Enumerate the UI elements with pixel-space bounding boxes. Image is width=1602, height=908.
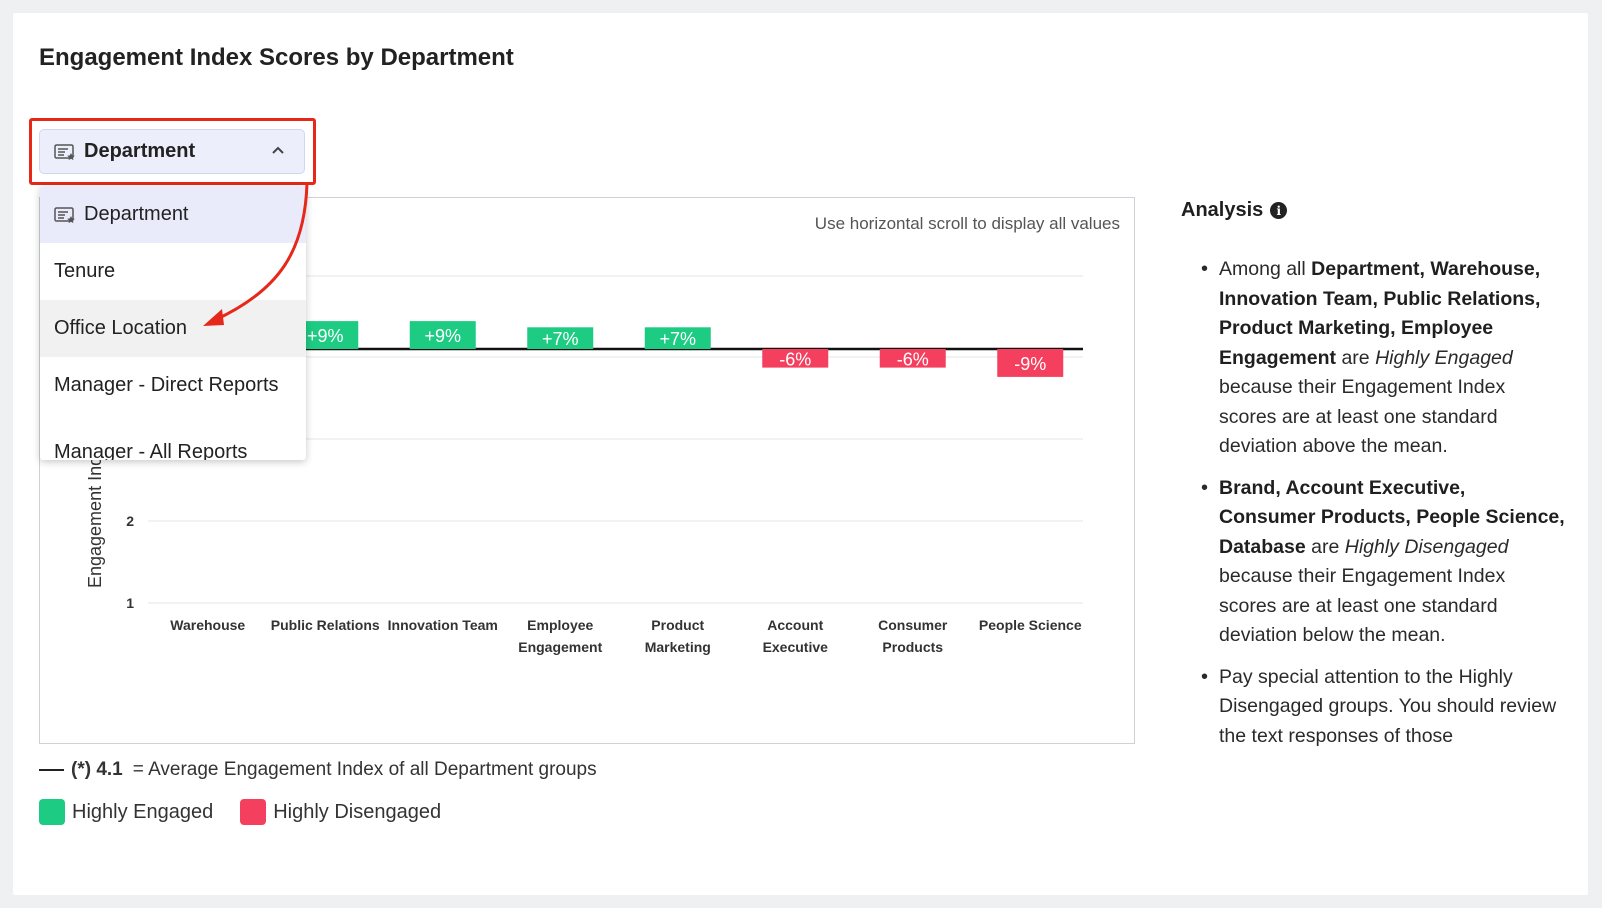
menu-item-label: Office Location [54, 317, 188, 339]
legend-label: Highly Engaged [72, 800, 214, 823]
bullet-text: Among all [1219, 258, 1312, 280]
bar-delta-label: -6% [897, 349, 929, 369]
x-tick-label: Products [882, 639, 943, 655]
average-text: = Average Engagement Index of all Depart… [132, 759, 597, 780]
disengaged-swatch [240, 799, 267, 825]
dimension-dropdown[interactable]: Department [39, 129, 305, 174]
engaged-bar [409, 321, 476, 349]
average-line-icon [39, 769, 64, 771]
analysis-bullet-attention: Pay special attention to the Highly Dise… [1181, 663, 1566, 752]
disengaged-bar [879, 349, 946, 368]
analysis-list: Among all Department, Warehouse, Innovat… [1181, 255, 1566, 751]
analysis-title-text: Analysis [1181, 199, 1264, 221]
bar-delta-label: -9% [1014, 354, 1046, 374]
menu-item-label: Department [84, 203, 189, 225]
info-icon[interactable]: i [1270, 202, 1288, 219]
menu-item-department[interactable]: Department [40, 186, 306, 243]
menu-item-label: Tenure [54, 260, 116, 282]
analysis-panel: Analysis i Among all Department, Warehou… [1181, 199, 1566, 763]
x-tick-label: Account [767, 617, 823, 633]
bar-delta-label: +7% [659, 329, 696, 349]
x-tick-label: Consumer [878, 617, 948, 633]
y-axis-label: Engagement Ind [85, 456, 105, 588]
x-tick-label: Product [651, 617, 704, 633]
x-tick-label: Engagement [518, 639, 602, 655]
bullet-bold: Brand, Account Executive, Consumer Produ… [1219, 476, 1565, 558]
menu-item-manager-direct-reports[interactable]: Manager - Direct Reports [40, 357, 306, 414]
page-title: Engagement Index Scores by Department [39, 44, 514, 71]
legend-item-disengaged: Highly Disengaged [240, 799, 441, 825]
chevron-up-icon [270, 142, 286, 163]
average-note: (*) 4.1 = Average Engagement Index of al… [39, 759, 597, 781]
y-tick-label: 1 [126, 595, 134, 611]
engaged-bar [644, 327, 711, 349]
x-tick-label: Warehouse [170, 617, 245, 633]
bar-delta-label: -6% [779, 349, 811, 369]
disengaged-bar [762, 349, 829, 368]
dropdown-selected-label: Department [84, 140, 196, 162]
bullet-text: because their Engagement Index scores ar… [1219, 565, 1506, 646]
engaged-swatch [39, 799, 65, 825]
menu-item-office-location[interactable]: Office Location [40, 300, 306, 357]
dimension-icon [54, 206, 76, 224]
bullet-text: are [1336, 346, 1376, 369]
average-value: (*) 4.1 [71, 759, 123, 780]
analysis-title: Analysis i [1181, 199, 1566, 222]
menu-item-label: Manager - All Reports [54, 441, 248, 460]
bullet-bold: Department, Warehouse, Innovation Team, … [1219, 258, 1541, 369]
x-tick-label: People Science [979, 617, 1082, 633]
analysis-bullet-engaged: Among all Department, Warehouse, Innovat… [1181, 255, 1566, 462]
x-tick-label: Innovation Team [388, 617, 498, 633]
bar-delta-label: +9% [307, 326, 344, 346]
scroll-hint: Use horizontal scroll to display all val… [814, 214, 1120, 233]
y-tick-label: 2 [126, 513, 134, 529]
bar-delta-label: +9% [424, 326, 461, 346]
bullet-text: because their Engagement Index scores ar… [1219, 376, 1506, 457]
analysis-bullet-disengaged: Brand, Account Executive, Consumer Produ… [1181, 474, 1566, 651]
x-tick-label: Executive [763, 639, 829, 655]
annotation-highlight-box [29, 118, 316, 185]
bullet-italic: Highly Disengaged [1344, 535, 1509, 558]
dimension-icon [54, 143, 76, 161]
menu-item-label: Manager - Direct Reports [54, 374, 279, 396]
disengaged-bar [997, 349, 1064, 377]
x-tick-label: Marketing [645, 639, 711, 655]
legend-item-engaged: Highly Engaged [39, 799, 213, 825]
x-tick-label: Public Relations [271, 617, 380, 633]
legend: Highly Engaged Highly Disengaged [39, 799, 468, 825]
bullet-italic: Highly Engaged [1375, 346, 1513, 369]
bullet-text: are [1305, 535, 1345, 558]
bar-delta-label: +7% [542, 329, 579, 349]
dropdown-menu: Department Tenure Office Location Manage… [40, 186, 306, 460]
x-tick-label: Employee [527, 617, 593, 633]
engaged-bar [527, 327, 594, 349]
menu-item-tenure[interactable]: Tenure [40, 243, 306, 300]
menu-item-manager-all-reports[interactable]: Manager - All Reports [40, 414, 306, 460]
legend-label: Highly Disengaged [273, 800, 442, 823]
